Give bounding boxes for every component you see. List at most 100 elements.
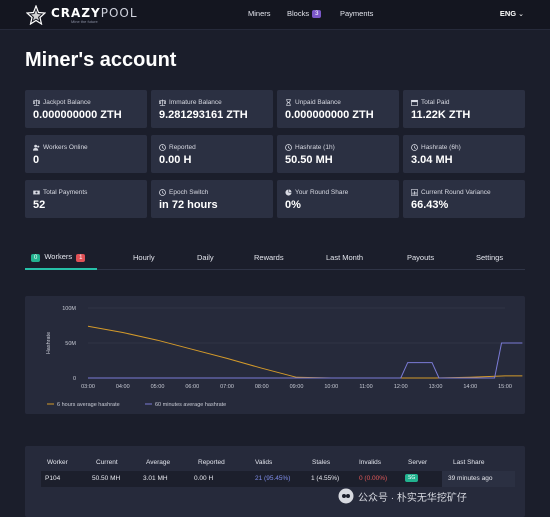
star-logo-icon [26,5,46,25]
nav-blocks[interactable]: Blocks 3 [287,9,322,18]
clock-icon [411,144,418,151]
tab-settings[interactable]: Settings [476,253,503,262]
x-tick-label: 09:00 [290,384,304,390]
col-header-average[interactable]: Average [146,459,171,466]
legend-label: 60 minutes average hashrate [155,402,226,408]
clock-icon [159,189,166,196]
nav-payments[interactable]: Payments [340,9,373,18]
stat-label: Unpaid Balance [295,99,341,106]
stat-label: Hashrate (6h) [421,144,461,151]
x-tick-label: 10:00 [324,384,338,390]
stat-label: Total Paid [421,99,450,106]
stat-card-total-payments: Total Payments 52 [25,180,147,218]
tab-daily[interactable]: Daily [197,253,214,262]
blocks-count-badge: 3 [312,10,322,18]
scale-icon [159,99,166,106]
server-badge: SG [405,474,419,482]
stat-label: Workers Online [43,144,88,151]
stat-value: in 72 hours [159,199,218,211]
tab-last-month[interactable]: Last Month [326,253,363,262]
brand-tagline: Mine the future [71,18,98,24]
series-line-sixty-minute-average [88,342,523,379]
clock-icon [285,144,292,151]
x-tick-label: 07:00 [220,384,234,390]
tab-workers[interactable]: 0 Workers 1 [31,252,86,262]
col-header-valids[interactable]: Valids [255,459,273,466]
series-line-six-hour-average [87,325,523,379]
pie-icon [285,189,292,196]
last-share-cell-bg [442,471,515,487]
stat-value: 66.43% [411,199,449,211]
scale-icon [33,99,40,106]
stat-value: 0 [33,154,40,166]
y-tick-label: 0 [73,376,76,382]
tab-hourly-label: Hourly [133,253,155,262]
x-tick-label: 13:00 [429,384,443,390]
calendar-icon [411,99,418,106]
col-header-invalids[interactable]: Invalids [359,459,382,466]
col-header-worker[interactable]: Worker [47,459,68,466]
hourglass-icon [286,99,291,106]
tab-payouts[interactable]: Payouts [407,253,434,262]
stat-label: Current Round Variance [421,189,491,196]
tab-rewards-label: Rewards [254,253,284,262]
stat-label: Your Round Share [295,189,349,196]
table-row[interactable]: P104 50.50 MH 3.01 MH 0.00 H 21 (95.45%)… [41,471,515,487]
col-header-current[interactable]: Current [96,459,118,466]
stat-value: 0.000000000 ZTH [285,109,374,121]
cell-worker: P104 [45,475,61,482]
cell-average: 3.01 MH [143,475,168,482]
stat-value: 9.281293161 ZTH [159,109,248,121]
active-tab-indicator [25,268,97,270]
y-tick-label: 50M [65,341,76,347]
cell-invalids: 0 (0.00%) [359,475,388,482]
y-tick-label: 100M [62,306,76,312]
wechat-watermark: 公众号 · 朴实无华挖矿仔 [338,488,467,504]
brand-name-a: CRAZY [51,5,101,20]
nav-miners[interactable]: Miners [248,9,271,18]
cell-stales: 1 (4.55%) [311,475,340,482]
stat-card-round-variance: Current Round Variance 66.43% [403,180,525,218]
col-header-server[interactable]: Server [408,459,428,466]
stat-card-round-share: Your Round Share 0% [277,180,399,218]
stat-value: 11.22K ZTH [411,109,471,121]
chevron-down-icon: ⌄ [518,11,524,18]
x-tick-label: 03:00 [81,384,95,390]
stat-card-workers-online: Workers Online 0 [25,135,147,173]
tab-rewards[interactable]: Rewards [254,253,284,262]
x-tick-label: 12:00 [394,384,408,390]
watermark-text: 公众号 · 朴实无华挖矿仔 [358,492,467,504]
col-header-last-share[interactable]: Last Share [453,459,485,466]
stat-card-jackpot-balance: Jackpot Balance 0.000000000 ZTH [25,90,147,128]
clock-icon [159,144,166,151]
tab-payouts-label: Payouts [407,253,435,262]
tab-hourly[interactable]: Hourly [133,253,155,262]
stat-label: Reported [169,144,196,151]
hashrate-chart-panel: 0 50M 100M Hashrate 03:00 04:00 05:00 06:00 07:0… [25,296,525,414]
cell-current: 50.50 MH [92,475,121,482]
brand-logo[interactable]: CRAZYPOOL Mine the future [26,3,138,27]
top-navbar: CRAZYPOOL Mine the future Miners Blocks 3… [0,0,550,30]
stat-card-reported: Reported 0.00 H [151,135,273,173]
stat-card-epoch-switch: Epoch Switch in 72 hours [151,180,273,218]
stat-card-hashrate-6h: Hashrate (6h) 3.04 MH [403,135,525,173]
stat-label: Total Payments [43,189,88,196]
nav-miners-label: Miners [248,9,271,18]
y-axis-label: Hashrate [46,332,52,354]
col-header-stales[interactable]: Stales [312,459,331,466]
page-title: Miner's account [25,49,177,71]
nav-payments-label: Payments [340,9,374,18]
language-selector[interactable]: ENG ⌄ [500,9,524,18]
workers-offline-badge: 1 [76,254,86,262]
cell-valids: 21 (95.45%) [255,475,291,482]
col-header-reported[interactable]: Reported [198,459,225,466]
stat-card-total-paid: Total Paid 11.22K ZTH [403,90,525,128]
tab-settings-label: Settings [476,253,504,262]
brand-name-b: POOL [100,5,138,20]
legend-label: 6 hours average hashrate [57,402,120,408]
stat-card-unpaid-balance: Unpaid Balance 0.000000000 ZTH [277,90,399,128]
stat-label: Immature Balance [169,99,222,106]
x-tick-label: 06:00 [185,384,199,390]
stat-value: 0% [285,199,301,211]
stat-label: Jackpot Balance [43,99,91,106]
